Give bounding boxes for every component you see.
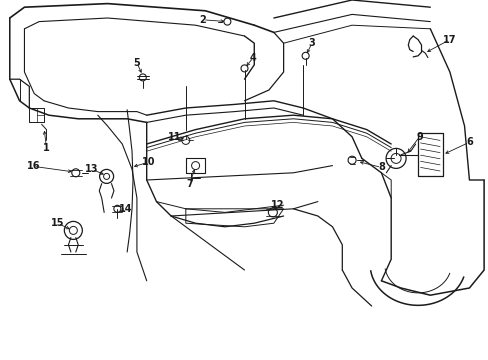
Text: 4: 4 (249, 53, 256, 63)
Text: 17: 17 (442, 35, 456, 45)
Text: 5: 5 (133, 58, 140, 68)
Text: 12: 12 (270, 200, 284, 210)
Text: 9: 9 (415, 132, 422, 142)
Text: 10: 10 (142, 157, 156, 167)
Text: 1: 1 (43, 143, 50, 153)
Text: 2: 2 (199, 15, 206, 25)
Text: 15: 15 (51, 218, 64, 228)
Text: 13: 13 (85, 164, 99, 174)
Text: 8: 8 (377, 162, 384, 172)
Text: 16: 16 (26, 161, 40, 171)
Text: 7: 7 (186, 179, 193, 189)
Text: 14: 14 (119, 204, 133, 214)
Text: 3: 3 (308, 38, 315, 48)
Text: 6: 6 (465, 137, 472, 147)
Text: 11: 11 (168, 132, 182, 142)
